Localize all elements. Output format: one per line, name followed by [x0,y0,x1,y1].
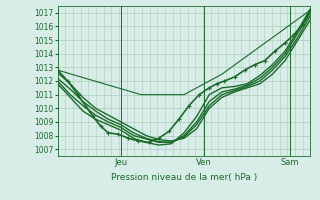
Text: Ven: Ven [196,158,212,167]
X-axis label: Pression niveau de la mer( hPa ): Pression niveau de la mer( hPa ) [111,173,257,182]
Text: Sam: Sam [281,158,300,167]
Text: Jeu: Jeu [114,158,127,167]
